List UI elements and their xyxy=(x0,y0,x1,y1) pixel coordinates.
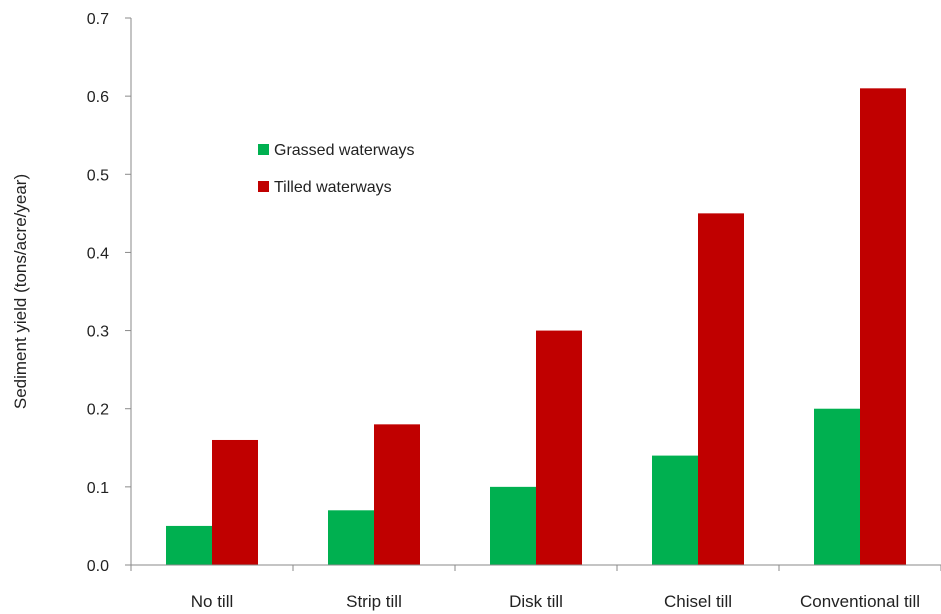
bar-tilled-waterways xyxy=(536,330,582,565)
y-tick-label: 0.0 xyxy=(87,558,109,575)
axes-layer xyxy=(130,18,941,566)
bar-grassed-waterways xyxy=(814,408,860,565)
y-tick-label: 0.1 xyxy=(87,480,109,497)
x-category-label: Strip till xyxy=(346,592,402,611)
y-tick-label: 0.4 xyxy=(87,245,109,262)
bar-grassed-waterways xyxy=(490,486,536,565)
y-axis-title: Sediment yield (tons/acre/year) xyxy=(11,174,30,409)
legend-label: Grassed waterways xyxy=(274,142,415,159)
y-ticks: 0.0 0.1 0.2 0.3 0.4 0.5 0.6 0.7 xyxy=(87,11,131,575)
bar-tilled-waterways xyxy=(860,88,906,565)
y-tick-label: 0.6 xyxy=(87,89,109,106)
legend-swatch xyxy=(258,181,269,192)
bar-tilled-waterways xyxy=(212,439,258,565)
x-category-label: Conventional till xyxy=(800,592,920,611)
x-ticks: No till Strip till Disk till Chisel till Con… xyxy=(130,565,941,611)
x-category-label: Disk till xyxy=(509,592,563,611)
y-tick-label: 0.2 xyxy=(87,402,109,419)
y-tick-label: 0.3 xyxy=(87,324,109,341)
bar-tilled-waterways xyxy=(374,424,420,565)
bar-grassed-waterways xyxy=(166,525,212,565)
y-tick-label: 0.5 xyxy=(87,167,109,184)
bar-tilled-waterways xyxy=(698,213,744,565)
bar-grassed-waterways xyxy=(328,510,374,565)
legend-swatch xyxy=(258,144,269,155)
x-category-label: Chisel till xyxy=(664,592,732,611)
bar-grassed-waterways xyxy=(652,455,698,565)
bars-layer xyxy=(166,88,906,565)
legend: Grassed waterways Tilled waterways xyxy=(258,142,415,196)
legend-label: Tilled waterways xyxy=(274,179,392,196)
x-category-label: No till xyxy=(191,592,234,611)
y-tick-label: 0.7 xyxy=(87,11,109,28)
